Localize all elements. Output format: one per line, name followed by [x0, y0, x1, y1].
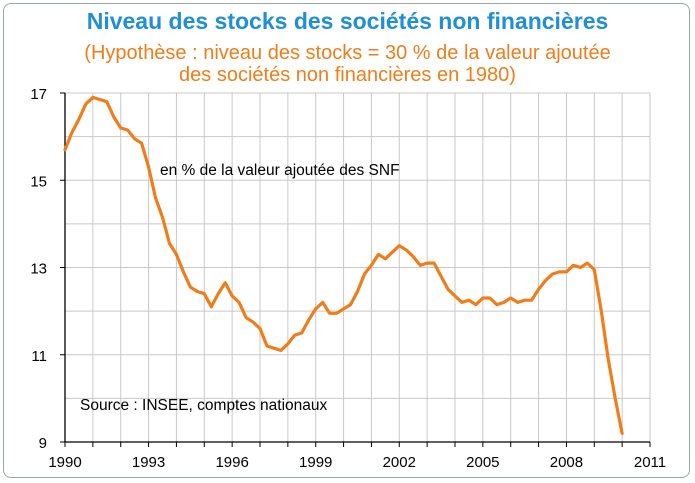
y-tick-label-9: 9	[39, 435, 47, 452]
source-annotation: Source : INSEE, comptes nationaux	[80, 397, 328, 414]
y-tick-label-15: 15	[30, 173, 47, 190]
chart-subtitle: (Hypothèse : niveau des stocks = 30 % de…	[0, 42, 695, 86]
x-tick-label-1990: 1990	[48, 454, 81, 471]
chart-title: Niveau des stocks des sociétés non finan…	[86, 8, 609, 34]
x-tick-label-2005: 2005	[466, 454, 499, 471]
y-tick-label-13: 13	[30, 261, 47, 278]
series-layer	[63, 95, 624, 435]
chart-frame	[3, 3, 690, 478]
x-tick-label-2008: 2008	[550, 454, 583, 471]
subtitle-line-2: des sociétés non financières en 1980)	[179, 64, 516, 86]
series-line-0	[63, 95, 624, 435]
x-tick-label-1993: 1993	[132, 454, 165, 471]
gridlines	[64, 92, 651, 443]
subtitle-line-1: (Hypothèse : niveau des stocks = 30 % de…	[84, 42, 611, 64]
x-tick-label-2011: 2011	[634, 454, 666, 471]
unit-annotation: en % de la valeur ajoutée des SNF	[160, 162, 400, 179]
x-tick-label-1999: 1999	[299, 454, 332, 471]
tick-labels: 1990 1993 1996 1999 2002 2005 2008 2011 9 11 13 15 1…	[30, 86, 666, 471]
x-tick-label-2002: 2002	[383, 454, 416, 471]
y-tick-label-17: 17	[30, 86, 47, 103]
x-tick-label-1996: 1996	[215, 454, 248, 471]
y-tick-label-11: 11	[31, 348, 47, 365]
